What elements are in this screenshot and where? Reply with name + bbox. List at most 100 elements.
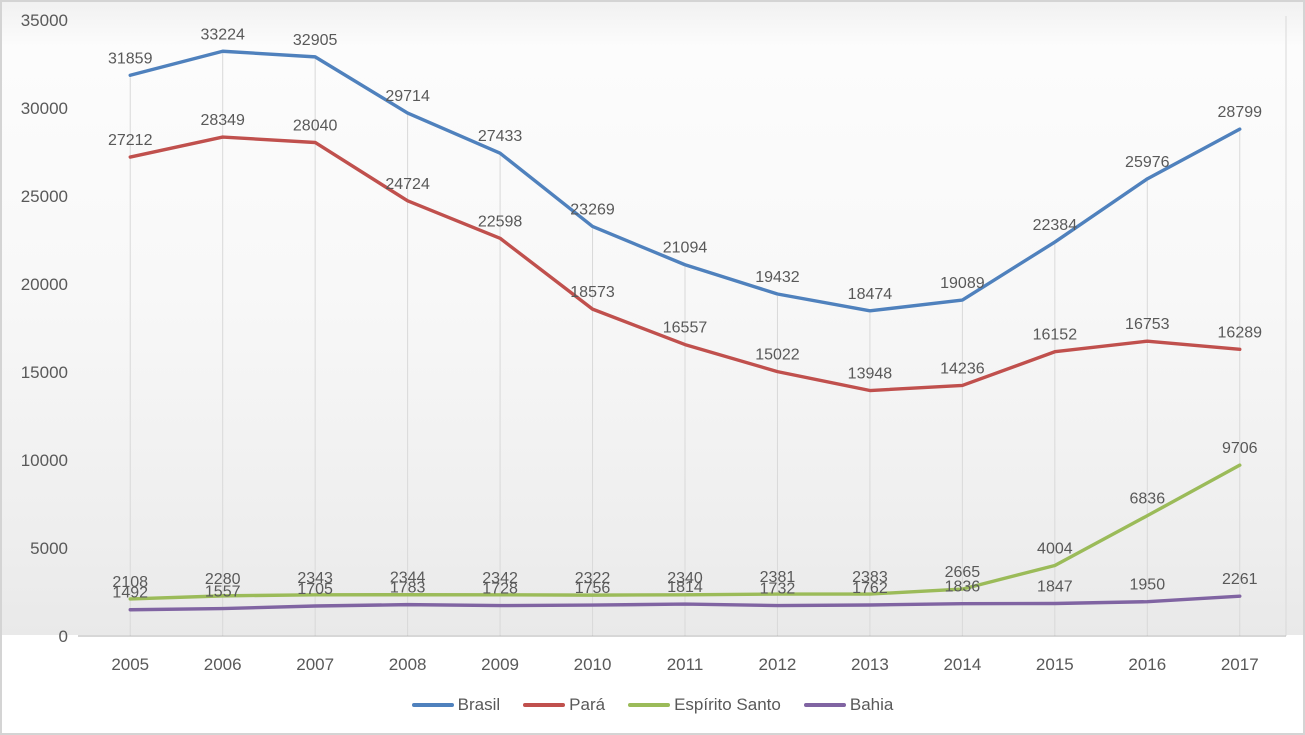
data-labels-brasil: 31859 33224 32905 29714 27433 23269 21094 19432…	[108, 26, 1262, 303]
legend-label-brasil: Brasil	[457, 695, 501, 714]
legend-swatch-bahia	[803, 702, 846, 707]
legend-item-para: Pará	[523, 696, 605, 713]
data-label: 1728	[482, 581, 518, 598]
data-label: 2280	[205, 571, 241, 588]
data-label: 14236	[940, 360, 985, 377]
legend-swatch-espirito-santo	[628, 702, 671, 707]
x-axis-tick-label: 2011	[667, 655, 704, 674]
series-line-brasil	[128, 49, 1242, 313]
data-label: 6836	[1130, 491, 1166, 508]
legend-item-bahia: Bahia	[803, 695, 894, 714]
data-label: 22384	[1033, 217, 1078, 234]
data-label: 1492	[112, 585, 148, 602]
data-label: 16557	[663, 320, 708, 337]
legend-item-espirito-santo: Espírito Santo	[628, 696, 781, 713]
y-axis-tick-label: 0	[59, 627, 68, 646]
data-label: 2344	[390, 570, 426, 587]
data-label: 32905	[293, 32, 338, 49]
x-axis-tick-label: 2007	[296, 655, 334, 674]
data-label: 27212	[108, 132, 153, 149]
x-axis-tick-label: 2008	[389, 655, 427, 674]
y-axis-tick-label: 25000	[21, 187, 68, 206]
y-axis-tick-label: 20000	[21, 275, 68, 294]
x-axis-tick-label: 2015	[1036, 655, 1074, 674]
data-label: 28349	[200, 112, 245, 129]
y-axis-tick-label: 5000	[30, 539, 68, 558]
y-axis-tick-label: 30000	[21, 99, 68, 118]
series-line-para	[128, 135, 1242, 393]
x-axis-tick-label: 2012	[759, 655, 797, 674]
legend-label-para: Pará	[569, 695, 606, 714]
y-axis-labels: 0 5000 10000 15000 20000 25000 30000 35000	[21, 11, 68, 646]
data-label: 28799	[1218, 104, 1263, 121]
x-axis-tick-label: 2013	[851, 655, 889, 674]
data-label: 1836	[945, 579, 981, 596]
legend-label-bahia: Bahia	[849, 695, 894, 714]
x-axis-labels: 2005 2006 2007 2008 2009 2010 2011 2012 2013 2014…	[111, 655, 1258, 674]
data-label: 15022	[755, 347, 800, 364]
x-axis-tick-label: 2010	[574, 655, 612, 674]
data-label: 27433	[478, 128, 523, 145]
data-label: 2322	[575, 570, 611, 587]
x-axis-tick-label: 2016	[1128, 655, 1166, 674]
data-label: 1705	[297, 581, 333, 598]
data-label: 1814	[667, 579, 703, 596]
data-label: 23269	[570, 201, 615, 218]
chart-legend: Brasil Pará Espírito Santo Bahia	[2, 696, 1303, 713]
data-label: 28040	[293, 117, 338, 134]
data-label: 31859	[108, 50, 153, 67]
data-labels-para: 27212 28349 28040 24724 22598 18573 16557 15022…	[108, 112, 1262, 382]
data-label: 25976	[1125, 154, 1170, 171]
data-label: 1950	[1130, 577, 1166, 594]
data-labels-bahia: 1492 1557 1705 1783 1728 1756 1814 1732 1762 1836…	[112, 571, 1257, 602]
y-axis-tick-label: 35000	[21, 11, 68, 30]
legend-label-espirito-santo: Espírito Santo	[674, 695, 781, 714]
data-label: 16289	[1218, 324, 1263, 341]
y-axis-tick-label: 10000	[21, 451, 68, 470]
data-label: 2381	[760, 569, 796, 586]
data-label: 1847	[1037, 578, 1073, 595]
legend-item-brasil: Brasil	[411, 695, 501, 714]
data-label: 4004	[1037, 541, 1073, 558]
data-label: 2665	[945, 564, 981, 581]
data-label: 2342	[482, 570, 518, 587]
x-axis-tick-label: 2017	[1221, 655, 1259, 674]
y-axis-tick-label: 15000	[21, 363, 68, 382]
x-axis-tick-label: 2014	[943, 655, 981, 674]
data-label: 2340	[667, 570, 703, 587]
data-label: 21094	[663, 240, 708, 257]
x-axis-tick-label: 2009	[481, 655, 519, 674]
series-line-bahia	[128, 594, 1242, 612]
data-label: 1557	[205, 584, 241, 601]
data-label: 2343	[297, 570, 333, 587]
legend-swatch-brasil	[411, 702, 454, 707]
data-label: 33224	[200, 26, 245, 43]
data-label: 18474	[848, 286, 893, 303]
data-label: 2383	[852, 569, 888, 586]
plot-area-background	[2, 2, 1303, 635]
data-label: 18573	[570, 284, 615, 301]
data-label: 19432	[755, 269, 800, 286]
data-label: 1756	[575, 580, 611, 597]
x-axis-tick-label: 2005	[111, 655, 149, 674]
data-label: 24724	[385, 176, 430, 193]
data-label: 29714	[385, 88, 430, 105]
data-label: 16152	[1033, 327, 1078, 344]
legend-swatch-para	[523, 702, 566, 707]
data-labels-espirito-santo: 2108 2280 2343 2344 2342 2322 2340 2381 2383 2665…	[112, 440, 1257, 591]
data-label: 22598	[478, 213, 523, 230]
data-label: 2261	[1222, 571, 1258, 588]
x-axis-tick-label: 2006	[204, 655, 242, 674]
data-label: 13948	[848, 366, 893, 383]
data-label: 1762	[852, 580, 888, 597]
data-label: 1783	[390, 580, 426, 597]
data-label: 9706	[1222, 440, 1258, 457]
drop-lines	[129, 16, 1287, 636]
data-label: 19089	[940, 275, 985, 292]
data-label: 16753	[1125, 316, 1170, 333]
data-label: 2108	[112, 574, 148, 591]
data-label: 1732	[760, 581, 796, 598]
series-line-espirito-santo	[128, 463, 1242, 601]
